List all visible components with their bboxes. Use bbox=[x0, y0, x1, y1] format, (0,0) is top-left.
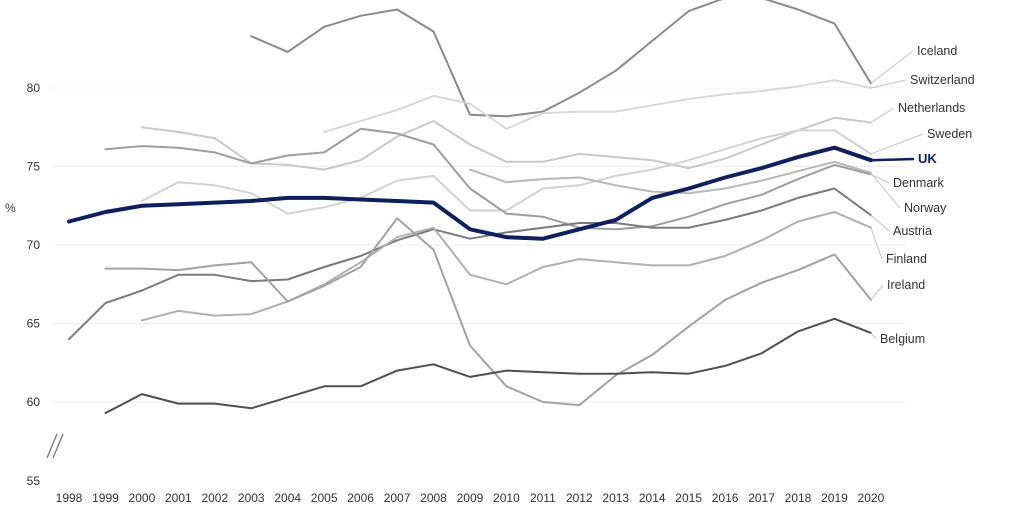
x-tick-label: 2014 bbox=[639, 491, 666, 505]
x-tick-label: 2013 bbox=[602, 491, 629, 505]
x-tick-label: 2003 bbox=[238, 491, 265, 505]
y-axis: % 55 60 65 70 75 80 bbox=[5, 81, 64, 488]
x-tick-label: 1998 bbox=[56, 491, 83, 505]
leader-line bbox=[870, 50, 914, 84]
x-tick-label: 2018 bbox=[785, 491, 812, 505]
series-line-netherlands bbox=[140, 116, 872, 171]
y-tick-label: 80 bbox=[27, 81, 41, 95]
x-tick-label: 2007 bbox=[384, 491, 411, 505]
y-tick-label: 55 bbox=[27, 474, 41, 488]
series-label-austria: Austria bbox=[893, 224, 932, 238]
series-label-iceland: Iceland bbox=[917, 44, 957, 58]
series-label-switzerland: Switzerland bbox=[910, 73, 975, 87]
y-tick-label: 70 bbox=[27, 238, 41, 252]
leader-line bbox=[870, 172, 901, 209]
leader-line bbox=[870, 284, 884, 301]
x-tick-label: 2017 bbox=[748, 491, 775, 505]
leader-line bbox=[870, 79, 907, 89]
x-tick-label: 2001 bbox=[165, 491, 192, 505]
series-labels: Iceland Switzerland Netherlands Sweden UK Den… bbox=[870, 44, 975, 346]
leader-line bbox=[870, 227, 883, 260]
x-tick-label: 2010 bbox=[493, 491, 520, 505]
series-line-uk bbox=[67, 145, 873, 241]
x-tick-label: 2004 bbox=[274, 491, 301, 505]
y-tick-label: 75 bbox=[27, 160, 41, 174]
leader-line bbox=[870, 133, 924, 155]
x-tick-label: 2012 bbox=[566, 491, 593, 505]
x-tick-label: 2016 bbox=[712, 491, 739, 505]
series-line-austria bbox=[68, 187, 872, 341]
series-line-finland bbox=[140, 211, 872, 322]
y-tick-label: 60 bbox=[27, 395, 41, 409]
leader-line bbox=[870, 332, 877, 340]
leader-line bbox=[870, 107, 895, 123]
x-tick-label: 2000 bbox=[129, 491, 156, 505]
x-tick-label: 2020 bbox=[858, 491, 885, 505]
series-label-finland: Finland bbox=[886, 252, 927, 266]
series-line-switzerland bbox=[323, 79, 872, 133]
series-line-denmark bbox=[104, 127, 872, 231]
series-line-iceland bbox=[250, 0, 872, 118]
x-tick-label: 2009 bbox=[457, 491, 484, 505]
series-line-belgium bbox=[104, 317, 872, 414]
x-tick-label: 2006 bbox=[347, 491, 374, 505]
y-axis-label: % bbox=[5, 201, 16, 215]
x-tick-label: 2005 bbox=[311, 491, 338, 505]
x-tick-label: 2011 bbox=[530, 491, 556, 505]
x-tick-label: 2008 bbox=[420, 491, 447, 505]
x-tick-label: 2015 bbox=[675, 491, 702, 505]
x-tick-label: 2019 bbox=[821, 491, 848, 505]
series-line-ireland bbox=[104, 217, 872, 407]
leader-line bbox=[870, 157, 915, 162]
series-label-denmark: Denmark bbox=[893, 176, 944, 190]
axis-break-mark bbox=[46, 433, 64, 459]
leader-line bbox=[870, 214, 890, 232]
series-label-uk: UK bbox=[918, 151, 937, 166]
series-label-netherlands: Netherlands bbox=[898, 101, 965, 115]
series-label-ireland: Ireland bbox=[887, 278, 925, 292]
series-label-belgium: Belgium bbox=[880, 332, 925, 346]
series-label-norway: Norway bbox=[904, 201, 947, 215]
series-lines bbox=[67, 0, 873, 414]
x-axis: 1998 1999 2000 2001 2002 2003 2004 2005 2006 2007… bbox=[56, 491, 885, 505]
x-tick-label: 2002 bbox=[201, 491, 228, 505]
x-tick-label: 1999 bbox=[92, 491, 119, 505]
y-tick-label: 65 bbox=[27, 317, 41, 331]
series-label-sweden: Sweden bbox=[927, 127, 972, 141]
